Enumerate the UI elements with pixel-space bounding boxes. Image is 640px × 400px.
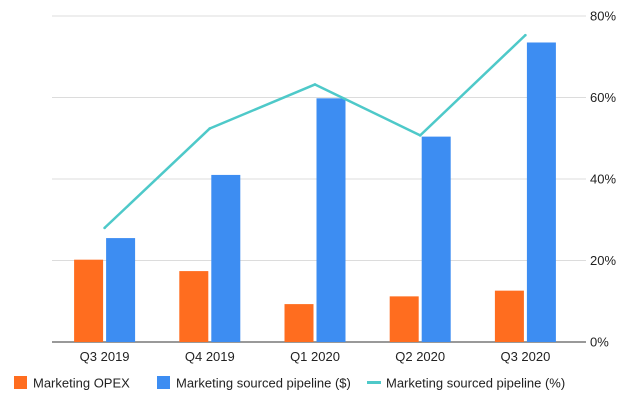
bar-marketing-sourced-pipeline-q1-2020 [316, 98, 346, 342]
legend-label: Marketing sourced pipeline ($) [176, 376, 351, 391]
line-point-q2-2020 [418, 134, 422, 137]
legend: Marketing OPEX Marketing sourced pipeline… [14, 376, 565, 391]
line-point-q3-2019 [103, 226, 106, 230]
y-tick-label: 60% [590, 90, 616, 105]
bar-marketing-sourced-pipeline-q4-2019 [211, 174, 241, 342]
bar-marketing-opex-q1-2020 [284, 304, 314, 342]
y-tick-label: 0% [590, 335, 609, 350]
y-axis-tick-labels: 0% 20% 40% 60% 80% [590, 9, 616, 350]
legend-item-marketing-opex: Marketing OPEX [14, 376, 130, 391]
bar-marketing-opex-q2-2020 [389, 296, 419, 342]
bar-marketing-sourced-pipeline-q3-2020 [526, 42, 556, 343]
x-tick-label: Q3 2020 [500, 349, 550, 364]
line-marketing-sourced-pipeline [103, 34, 527, 229]
bar-marketing-opex-q3-2019 [74, 259, 104, 342]
line-series [103, 33, 527, 230]
legend-swatch [157, 376, 170, 389]
legend-swatch [14, 376, 27, 389]
bar-marketing-sourced-pipeline-q3-2019 [106, 238, 136, 342]
y-tick-label: 80% [590, 9, 616, 24]
bar-marketing-opex-q4-2019 [179, 271, 209, 342]
x-tick-label: Q2 2020 [395, 349, 445, 364]
x-tick-label: Q4 2019 [185, 349, 235, 364]
x-tick-label: Q1 2020 [290, 349, 340, 364]
legend-label: Marketing sourced pipeline (%) [386, 376, 565, 391]
legend-label: Marketing OPEX [33, 376, 130, 391]
line-point-q1-2020 [313, 83, 317, 86]
bar-series [74, 42, 556, 343]
x-tick-label: Q3 2019 [80, 349, 130, 364]
legend-item-marketing-sourced-pipeline: Marketing sourced pipeline (%) [367, 376, 565, 391]
bar-marketing-opex-q3-2020 [494, 290, 524, 342]
x-axis-tick-labels: Q3 2019 Q4 2019 Q1 2020 Q2 2020 Q3 2020 [80, 349, 551, 364]
legend-item-marketing-sourced-pipeline: Marketing sourced pipeline ($) [157, 376, 351, 391]
y-tick-label: 20% [590, 253, 616, 268]
bar-marketing-sourced-pipeline-q2-2020 [421, 136, 451, 342]
line-point-q3-2020 [524, 33, 527, 37]
y-tick-label: 40% [590, 172, 616, 187]
line-point-q4-2019 [208, 127, 212, 130]
